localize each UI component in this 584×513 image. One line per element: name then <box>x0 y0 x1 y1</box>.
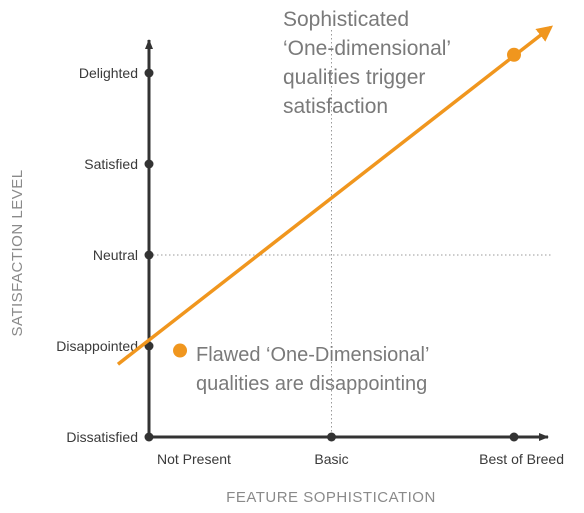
y-axis-title: SATISFACTION LEVEL <box>9 169 26 336</box>
x-tick-label-best-of-breed: Best of Breed <box>479 451 564 467</box>
series-line-0 <box>116 25 554 366</box>
x-tick-label-not-present: Not Present <box>157 451 231 467</box>
y-tick-neutral <box>144 250 154 260</box>
y-tick-satisfied <box>144 159 154 169</box>
x-tick-basic <box>327 432 336 442</box>
annot1-line-1: ‘One-dimensional’ <box>283 37 451 60</box>
annotation-bottom: Flawed ‘One-Dimensional’ qualities are di… <box>196 344 429 395</box>
x-tick-label-basic: Basic <box>314 451 348 467</box>
series <box>116 25 554 366</box>
reference-lines <box>149 30 551 437</box>
annotation-top: Sophisticated ‘One-dimensional’ qualities … <box>283 8 451 118</box>
annot1-line-0: Sophisticated <box>283 8 409 31</box>
y-tick-label-dissatisfied: Dissatisfied <box>66 429 138 445</box>
annot1-line-3: satisfaction <box>283 95 388 118</box>
annot1-line-2: qualities trigger <box>283 66 425 89</box>
y-tick-label-delighted: Delighted <box>79 65 138 81</box>
y-tick-dissatisfied <box>144 432 154 442</box>
axis-ticks: Dissatisfied Disappointed Neutral Satisfied… <box>56 65 564 467</box>
y-tick-label-neutral: Neutral <box>93 247 138 263</box>
y-tick-label-disappointed: Disappointed <box>56 338 138 354</box>
x-axis-title: FEATURE SOPHISTICATION <box>226 489 436 506</box>
x-tick-best-of-breed <box>509 432 519 442</box>
y-tick-label-satisfied: Satisfied <box>84 156 138 172</box>
annot2-line-0: Flawed ‘One-Dimensional’ <box>196 344 429 366</box>
annot2-line-1: qualities are disappointing <box>196 373 427 395</box>
y-tick-delighted <box>144 68 154 78</box>
data-point-1 <box>507 47 521 62</box>
data-point-0 <box>173 343 188 358</box>
